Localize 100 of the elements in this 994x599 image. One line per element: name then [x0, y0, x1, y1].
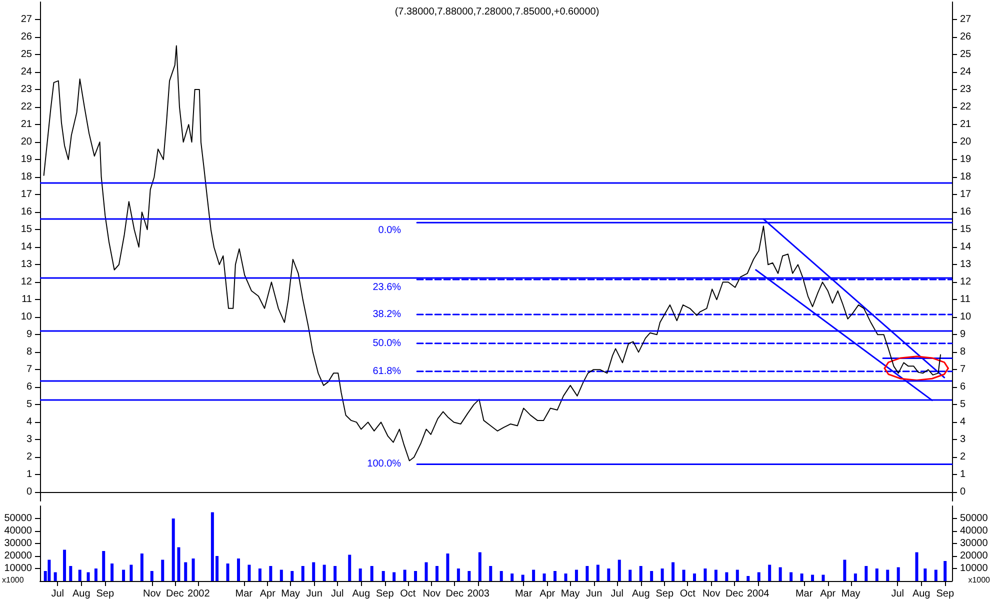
y-tick-label: 16 — [20, 206, 32, 218]
x-tick-label: May — [841, 588, 860, 599]
series-label: 100.0% — [367, 458, 402, 470]
series-label: 38.2% — [372, 309, 402, 320]
y-tick-label: 17 — [20, 189, 32, 200]
y2-tick-label: 9 — [960, 329, 966, 340]
y-tick-label: 6 — [26, 382, 32, 393]
x-tick-label: Mar — [235, 588, 254, 599]
y2-tick-label: 17 — [960, 189, 972, 200]
y-tick-label: 4 — [26, 416, 32, 428]
x-tick-label: Sep — [936, 588, 954, 599]
x-tick-label: Sep — [656, 588, 674, 599]
x-tick-label: Aug — [352, 588, 370, 599]
x-tick-label: Oct — [680, 588, 696, 599]
y2-tick-label: 24 — [960, 66, 972, 78]
x-tick-label: Mar — [795, 588, 814, 599]
y-tick-label: 10000 — [4, 563, 32, 574]
y2-tick-label: 14 — [960, 242, 972, 253]
x-tick-label: Jul — [330, 588, 344, 599]
y2-tick-label: 3 — [960, 434, 966, 446]
x-tick-label: Nov — [142, 588, 161, 599]
x-tick-label: Dec — [446, 588, 464, 599]
y-tick-label: 27 — [20, 14, 32, 26]
y2-tick-label: 7 — [960, 364, 966, 376]
y2-tick-label: 26 — [960, 32, 972, 43]
y2-tick-label: 12 — [960, 276, 972, 288]
y-tick-label: 20000 — [4, 550, 32, 562]
y-tick-label: 13 — [20, 259, 32, 270]
y-tick-label: 2 — [26, 452, 32, 463]
y-tick-label: 3 — [26, 434, 32, 446]
x-tick-label: Nov — [422, 588, 441, 599]
y-tick-label: 30000 — [4, 538, 32, 549]
y2-tick-label: 0 — [960, 486, 966, 498]
x-tick-label: Jun — [586, 588, 602, 599]
y-tick-label: 24 — [20, 66, 32, 78]
x-tick-label: Apr — [820, 588, 836, 599]
x-tick-label: Jul — [610, 588, 624, 599]
x-tick-label: Apr — [260, 588, 276, 599]
y2-tick-label: 19 — [960, 154, 972, 166]
x-tick-label: Sep — [376, 588, 394, 599]
y2-tick-label: 20 — [960, 136, 972, 148]
y2-tick-label: 27 — [960, 14, 972, 26]
text: x1000 — [2, 576, 24, 584]
y-tick-label: 25 — [20, 49, 32, 60]
y-tick-label: 19 — [20, 154, 32, 166]
y2-tick-label: 10 — [960, 312, 972, 323]
y2-tick-label: 18 — [960, 172, 972, 183]
y-tick-label: 9 — [26, 329, 32, 340]
y2-tick-label: 50000 — [960, 513, 988, 524]
y2-tick-label: 4 — [960, 416, 966, 428]
series-label: 0.0% — [378, 225, 402, 236]
y-tick-label: 7 — [26, 364, 32, 376]
y-tick-label: 14 — [20, 242, 32, 253]
y-tick-label: 1 — [26, 469, 32, 480]
y2-tick-label: 15 — [960, 224, 972, 236]
series-label: 23.6% — [372, 282, 402, 294]
y2-tick-label: 11 — [960, 294, 971, 306]
x-tick-label: May — [281, 588, 300, 599]
y-tick-label: 26 — [20, 32, 32, 43]
y-tick-label: 10 — [20, 312, 32, 323]
y2-tick-label: 2 — [960, 452, 966, 463]
x-tick-label: Jun — [306, 588, 322, 599]
x-tick-label: May — [560, 588, 580, 599]
y-tick-label: 20 — [20, 136, 32, 148]
y-tick-label: 0 — [26, 486, 32, 498]
series-label: 50.0% — [372, 338, 402, 349]
x-tick-label: 2003 — [467, 588, 490, 599]
x-tick-label: Aug — [912, 588, 930, 599]
x-tick-label: Oct — [400, 588, 416, 599]
x-tick-label: Jul — [891, 588, 904, 599]
y2-tick-label: 6 — [960, 382, 966, 393]
x-tick-label: Dec — [725, 588, 744, 599]
y-tick-label: 40000 — [4, 526, 32, 536]
y2-tick-label: 8 — [960, 346, 966, 358]
y-tick-label: 18 — [20, 172, 32, 183]
y2-tick-label: 13 — [960, 259, 972, 270]
y-tick-label: 12 — [20, 276, 32, 288]
y-tick-label: 8 — [26, 346, 32, 358]
y2-tick-label: 23 — [960, 84, 972, 96]
x-tick-label: 2002 — [188, 588, 210, 599]
x-tick-label: 2004 — [746, 588, 770, 599]
y-tick-label: 22 — [20, 102, 32, 113]
y2-tick-label: 30000 — [960, 538, 988, 549]
y2-tick-label: 10000 — [960, 563, 988, 574]
y2-tick-label: 22 — [960, 102, 972, 113]
y-tick-label: 5 — [26, 399, 32, 410]
y2-tick-label: 25 — [960, 49, 972, 60]
y-tick-label: 23 — [20, 84, 32, 96]
y-tick-label: 21 — [20, 119, 32, 130]
x-tick-label: Dec — [166, 588, 184, 599]
y2-tick-label: 21 — [960, 119, 972, 130]
y2-tick-label: 1 — [960, 469, 966, 480]
x-tick-label: Jul — [51, 588, 64, 599]
y-tick-label: 11 — [22, 294, 32, 306]
x-tick-label: Aug — [632, 588, 650, 599]
y-tick-label: 50000 — [4, 513, 32, 524]
x-tick-label: Sep — [96, 588, 114, 599]
x-tick-label: Nov — [702, 588, 720, 599]
y2-tick-label: 40000 — [960, 526, 988, 536]
y2-tick-label: 20000 — [960, 550, 988, 562]
